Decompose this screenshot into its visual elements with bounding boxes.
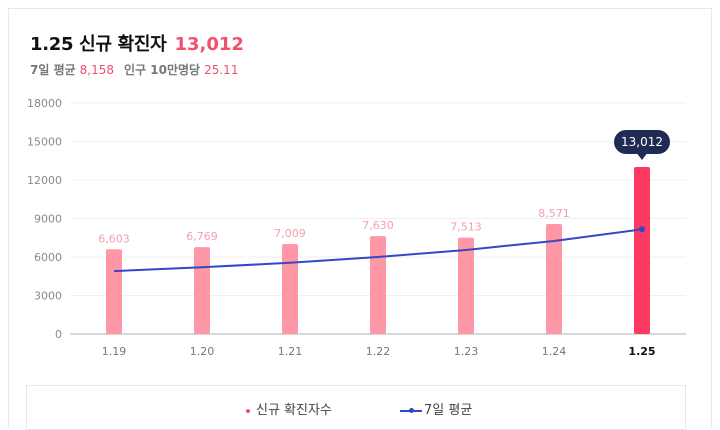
bar xyxy=(282,244,298,334)
data-label: 13,012 xyxy=(621,135,663,149)
legend-line-label: 7일 평균 xyxy=(424,403,473,418)
x-tick-label: 1.25 xyxy=(628,345,655,358)
per-capita-value: 25.11 xyxy=(204,63,239,77)
x-tick-label: 1.21 xyxy=(278,345,303,358)
bar xyxy=(634,167,650,334)
avg-value: 8,158 xyxy=(79,63,115,77)
data-label: 7,513 xyxy=(450,221,482,234)
y-tick-label: 9000 xyxy=(34,213,62,226)
bar xyxy=(458,237,474,334)
bar xyxy=(370,236,386,334)
y-tick-label: 3000 xyxy=(34,290,62,303)
chart-title: 1.25 신규 확진자 xyxy=(30,34,167,55)
value-tooltip xyxy=(614,130,670,155)
y-tick-label: 12000 xyxy=(27,174,62,187)
x-tick-label: 1.24 xyxy=(542,345,567,358)
x-tick-label: 1.20 xyxy=(190,345,215,358)
summary-stats: 7일 평균 8,158 인구 10만명당 25.11 xyxy=(30,61,248,78)
data-label: 8,571 xyxy=(538,207,570,220)
data-label: 6,769 xyxy=(186,230,218,243)
per-capita-label: 인구 10만명당 xyxy=(124,63,201,77)
bar xyxy=(106,249,122,334)
avg-label: 7일 평균 xyxy=(30,63,76,77)
tooltip-pointer xyxy=(637,153,647,161)
y-tick-label: 15000 xyxy=(27,136,62,149)
x-tick-label: 1.22 xyxy=(366,345,391,358)
legend: 신규 확진자수 7일 평균 xyxy=(26,385,686,430)
chart-header: 1.25 신규 확진자 13,012 xyxy=(30,30,244,56)
data-label: 7,630 xyxy=(362,219,394,232)
legend-line-icon xyxy=(400,407,422,413)
legend-line[interactable]: 7일 평균 xyxy=(400,399,472,418)
bar xyxy=(546,224,562,334)
bar xyxy=(194,247,210,334)
y-tick-label: 0 xyxy=(55,328,62,341)
y-tick-label: 18000 xyxy=(27,97,62,110)
legend-bars-label: 신규 확진자수 xyxy=(256,403,332,418)
x-tick-label: 1.23 xyxy=(454,345,479,358)
legend-bars[interactable]: 신규 확진자수 xyxy=(246,399,332,418)
average-point xyxy=(639,226,645,233)
total-count: 13,012 xyxy=(174,34,244,55)
average-line xyxy=(113,228,643,273)
x-tick-label: 1.19 xyxy=(102,345,127,358)
legend-dot-icon xyxy=(246,408,250,413)
y-tick-label: 6000 xyxy=(34,251,62,264)
data-label: 6,603 xyxy=(98,232,130,245)
data-label: 7,009 xyxy=(274,227,306,240)
